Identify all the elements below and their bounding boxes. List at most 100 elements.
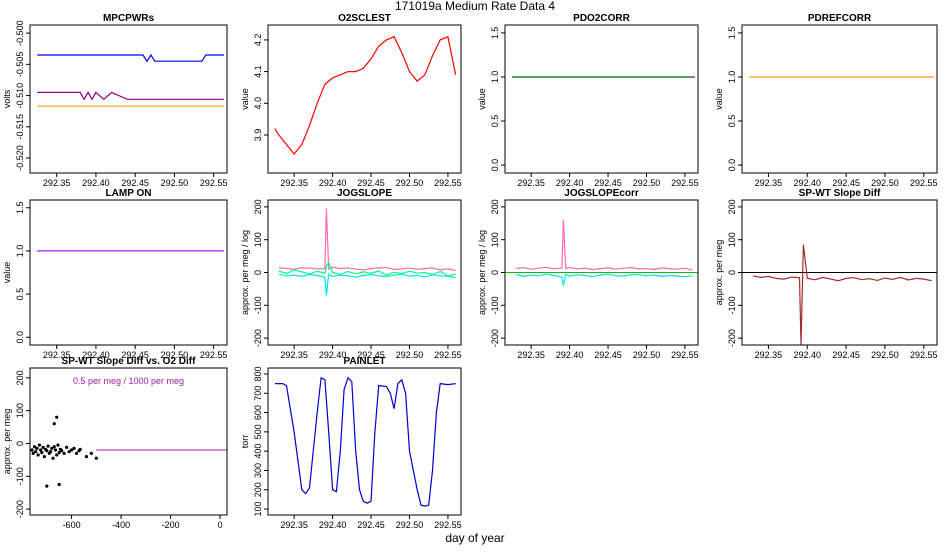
point (48, 450, 53, 454)
x-tick-label: 292.45 (357, 178, 385, 188)
y-tick-label: -0.505 (15, 52, 25, 78)
x-tick-label: 292.35 (280, 520, 308, 530)
plot-frame (29, 367, 228, 516)
y-tick-label: -100 (490, 296, 500, 314)
y-tick-label: 0 (15, 441, 25, 446)
panel-title: PAINLET (343, 356, 385, 367)
plot-area (278, 208, 456, 296)
data-line (278, 208, 456, 272)
y-tick-label: -0.515 (15, 114, 25, 140)
point (84, 454, 89, 459)
x-tick-label: 292.45 (121, 350, 149, 360)
y-tick-label: 0 (727, 270, 737, 275)
x-tick-label: 292.55 (200, 350, 228, 360)
y-tick-label: -200 (490, 329, 500, 347)
data-line (37, 53, 224, 63)
y-tick-label: 200 (253, 482, 263, 497)
x-tick-label: 292.40 (793, 350, 821, 360)
point (39, 448, 43, 452)
y-tick-label: -100 (727, 296, 737, 314)
y-axis-title: value (714, 88, 724, 110)
panel: LAMP ON value 292.35 292.40 292.45 292.50 292.… (2, 188, 228, 360)
y-tick-label: -100 (253, 296, 263, 314)
x-tick-label: 292.45 (357, 350, 385, 360)
x-tick-label: 292.40 (556, 350, 584, 360)
data-line (37, 91, 224, 101)
x-tick-label: 292.55 (434, 350, 462, 360)
y-tick-label: 0.5 (490, 115, 500, 128)
x-tick-label: 292.40 (82, 350, 110, 360)
data-line (274, 376, 456, 507)
y-tick-label: -0.510 (15, 83, 25, 109)
x-tick-label: 292.45 (832, 350, 860, 360)
point (35, 446, 39, 450)
point (69, 448, 74, 452)
x-tick-label: 292.35 (280, 350, 308, 360)
point (55, 453, 59, 457)
y-tick-label: 100 (253, 232, 263, 247)
x-tick-label: 292.45 (594, 350, 622, 360)
y-tick-label: 3.9 (253, 129, 263, 142)
y-tick-label: 200 (253, 199, 263, 214)
y-tick-label: 200 (490, 199, 500, 214)
plot-frame (267, 24, 462, 174)
y-axis-title: torr (240, 435, 250, 449)
y-tick-label: 4.1 (253, 65, 263, 78)
point (55, 415, 59, 419)
panel-title: SP-WT Slope Diff (799, 188, 881, 199)
plot-frame (267, 367, 462, 516)
plot-frame (267, 199, 462, 346)
x-tick-label: 292.50 (633, 350, 661, 360)
plot-frame (29, 24, 228, 174)
x-tick-label: 292.35 (755, 178, 783, 188)
y-tick-label: 1.0 (490, 71, 500, 84)
point (57, 482, 61, 487)
plot-area (742, 244, 937, 345)
x-axis-title: day of year (445, 531, 504, 545)
y-tick-label: 600 (253, 405, 263, 420)
point (89, 451, 93, 455)
point (74, 451, 79, 455)
y-tick-label: 4.2 (253, 34, 263, 47)
panel: O2SCLEST value 292.35 292.40 292.45 292.50 292… (240, 13, 462, 188)
x-tick-label: 292.45 (357, 520, 385, 530)
panel-title: SP-WT Slope Diff vs. O2 Diff (62, 356, 197, 367)
y-tick-label: 100 (15, 403, 25, 418)
point (41, 445, 45, 450)
x-tick-label: 292.55 (671, 178, 699, 188)
y-tick-label: 0.5 (15, 288, 25, 301)
panel-title: LAMP ON (106, 188, 152, 199)
y-axis-title: value (477, 88, 487, 110)
y-tick-label: 500 (253, 424, 263, 439)
x-tick-label: 292.40 (82, 178, 110, 188)
y-tick-label: -200 (15, 500, 25, 518)
x-tick-label: 292.50 (161, 178, 189, 188)
y-axis-title: approx. per meg / log (477, 230, 487, 315)
panel: SP-WT Slope Diff vs. O2 Diff approx. per … (2, 356, 228, 530)
x-tick-label: 292.55 (434, 520, 462, 530)
y-tick-label: 100 (490, 232, 500, 247)
y-tick-label: 100 (253, 502, 263, 517)
x-tick-label: 292.45 (832, 178, 860, 188)
annotation: 0.5 per meg / 1000 per meg (73, 376, 184, 386)
panel-title: PDO2CORR (573, 13, 630, 24)
y-tick-label: 4.0 (253, 97, 263, 110)
y-tick-label: 1.5 (15, 202, 25, 215)
y-tick-label: -200 (727, 329, 737, 347)
point (50, 446, 54, 450)
panel-title: JOGSLOPE (337, 188, 392, 199)
y-tick-label: -200 (253, 329, 263, 347)
page-title: 171019a Medium Rate Data 4 (395, 0, 555, 13)
point (37, 443, 42, 447)
y-tick-label: 0.5 (727, 115, 737, 128)
plot-frame (504, 24, 699, 174)
y-tick-label: 1.5 (727, 27, 737, 40)
y-axis-title: value (2, 262, 12, 284)
data-line (274, 35, 457, 155)
x-tick-label: 292.50 (396, 520, 424, 530)
plot-area (30, 415, 227, 488)
point (62, 451, 66, 455)
point (52, 445, 56, 449)
point (36, 453, 40, 457)
